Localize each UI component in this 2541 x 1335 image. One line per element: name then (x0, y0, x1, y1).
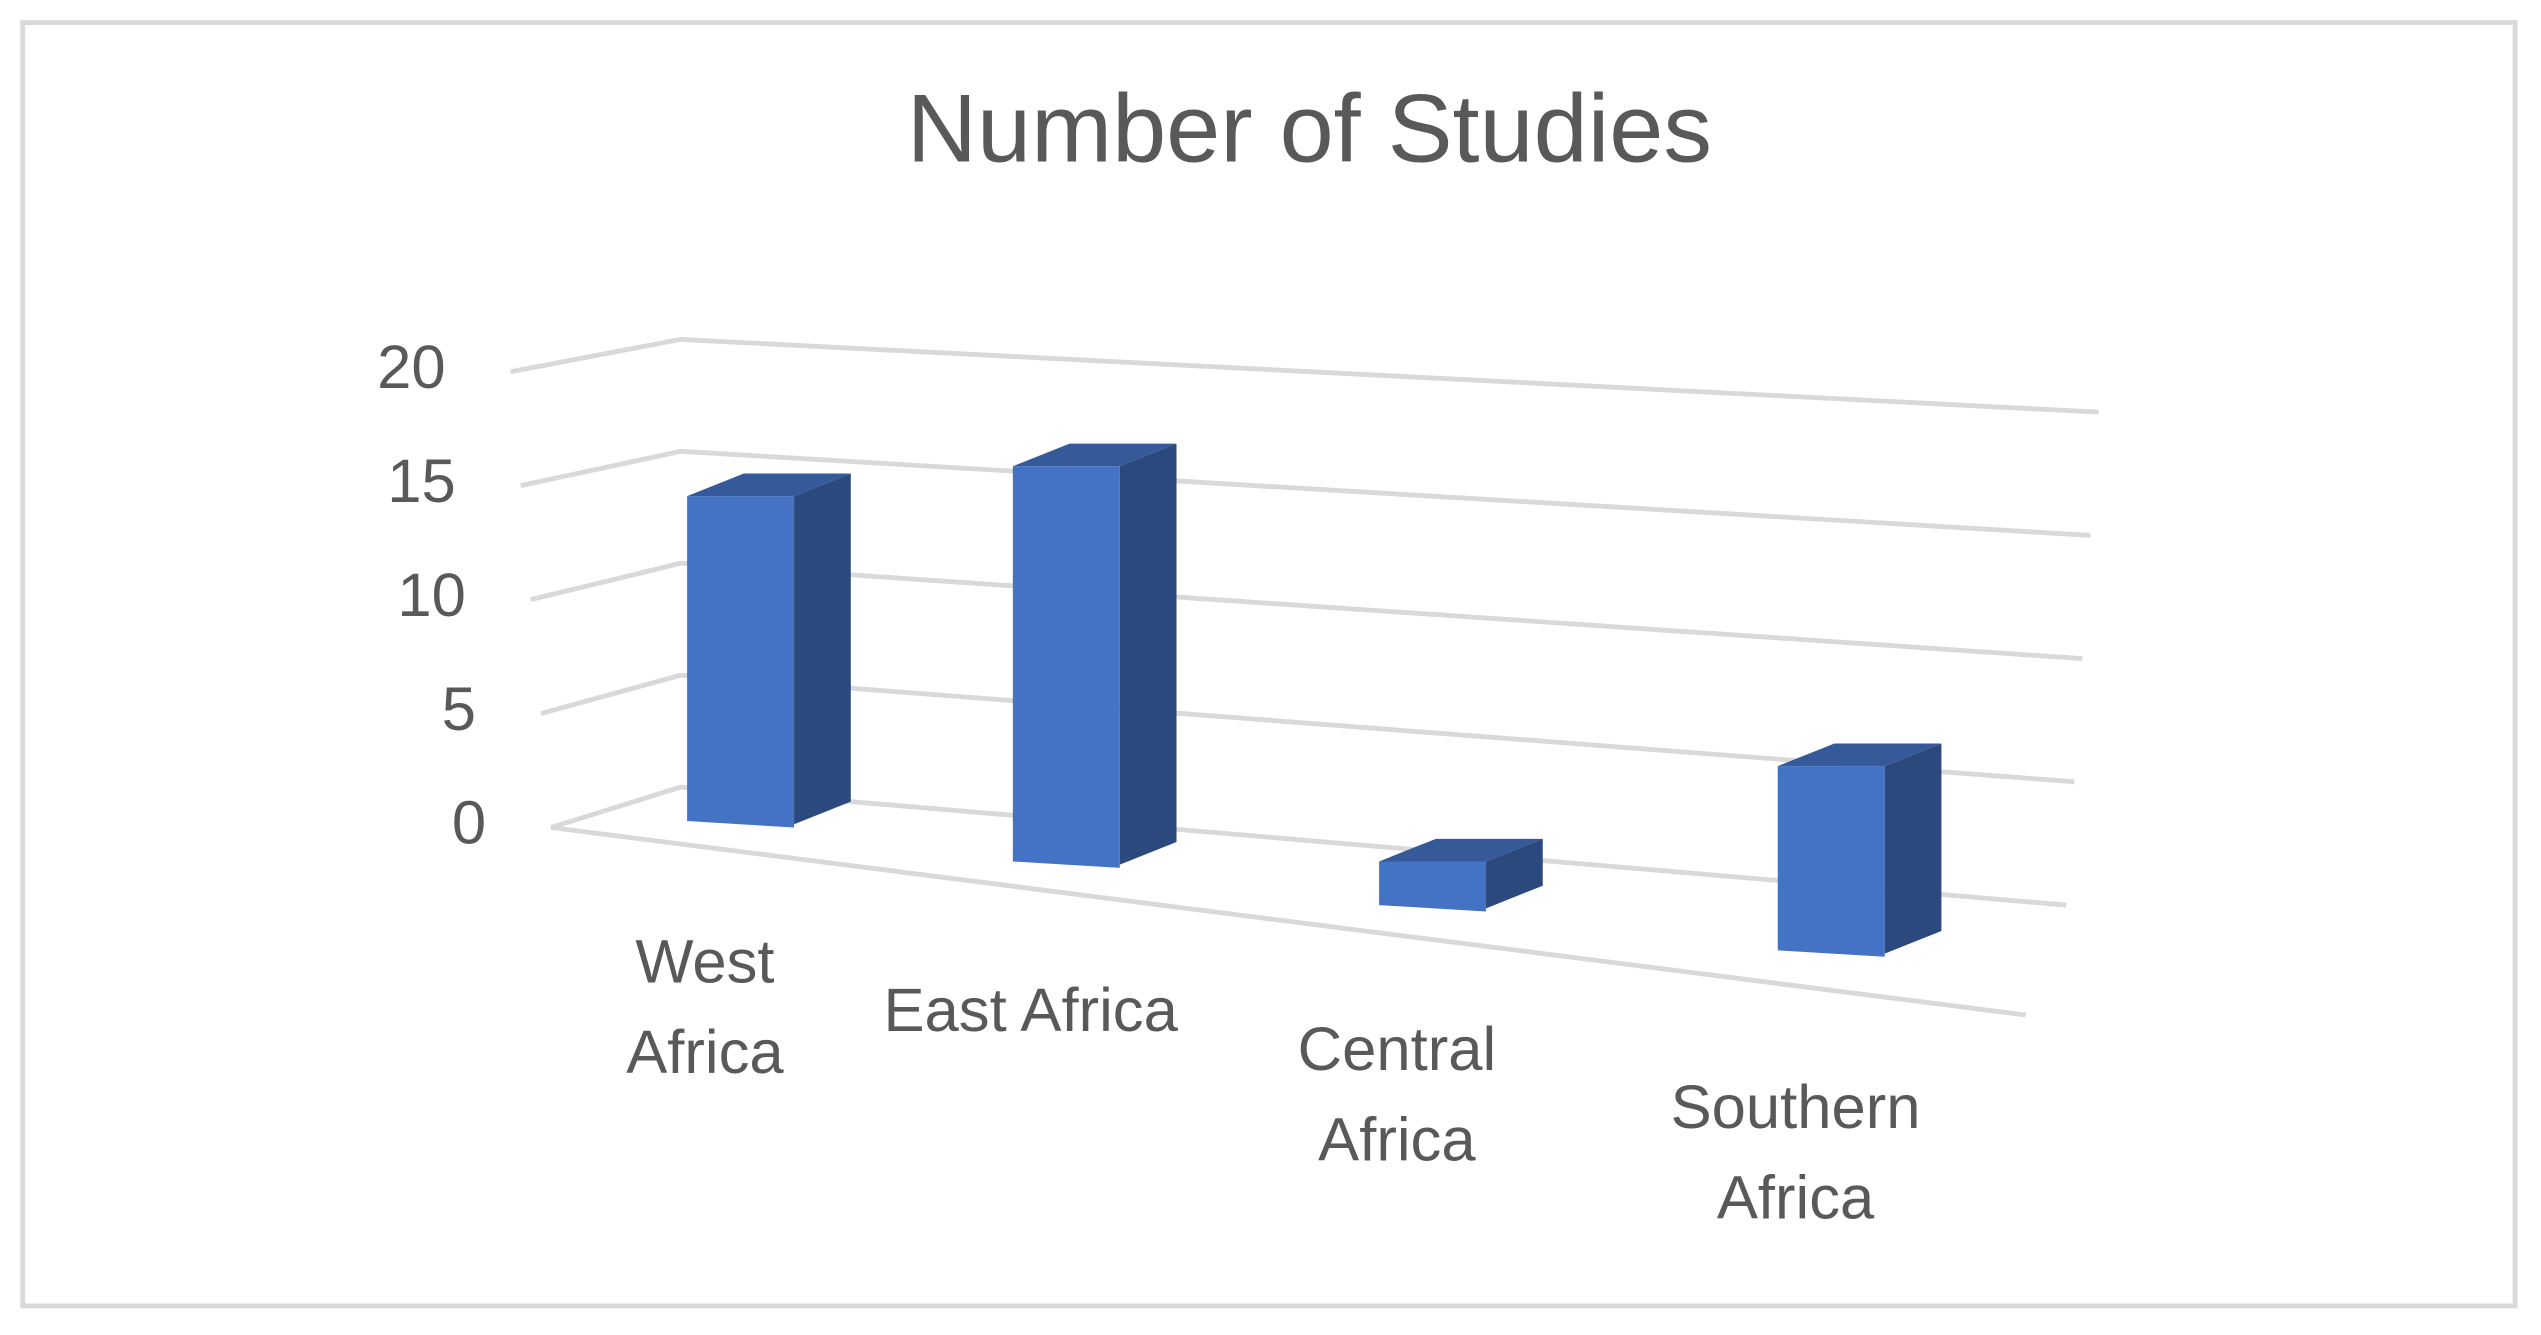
bar-top (687, 473, 851, 497)
bar (687, 473, 851, 828)
bar-side (1884, 743, 1942, 954)
bar (1379, 838, 1543, 912)
grid-line (510, 336, 2099, 415)
bar (1777, 743, 1942, 957)
floor-edge (550, 825, 2026, 1018)
y-tick-label: 0 (452, 789, 486, 858)
chart-title: Number of Studies (907, 74, 1712, 183)
y-tick-label: 10 (397, 561, 465, 630)
x-tick-label: East Africa (883, 977, 1178, 1046)
bar-top (1012, 443, 1177, 467)
y-tick-label: 20 (377, 333, 445, 402)
bar-side (1119, 443, 1177, 865)
bar (1012, 443, 1177, 868)
y-tick-label: 5 (442, 675, 476, 744)
bar-side (794, 473, 851, 825)
bar-top (1379, 838, 1543, 862)
x-tick-label: West Africa (626, 929, 784, 1088)
bar-top (1777, 743, 1942, 767)
grid-line (550, 784, 2067, 908)
bar-front (1379, 861, 1487, 912)
bar-side (1486, 838, 1543, 909)
bar-front (1012, 466, 1120, 868)
x-tick-label: Central Africa (1297, 1016, 1497, 1175)
grid-line (540, 672, 2075, 785)
bar-front (687, 496, 795, 828)
y-tick-label: 15 (387, 447, 455, 516)
x-tick-label: Southern Africa (1670, 1074, 1921, 1234)
chart-border (20, 20, 2518, 1309)
bar-front (1777, 766, 1885, 957)
grid-line (530, 560, 2083, 662)
grid-line (520, 448, 2091, 538)
